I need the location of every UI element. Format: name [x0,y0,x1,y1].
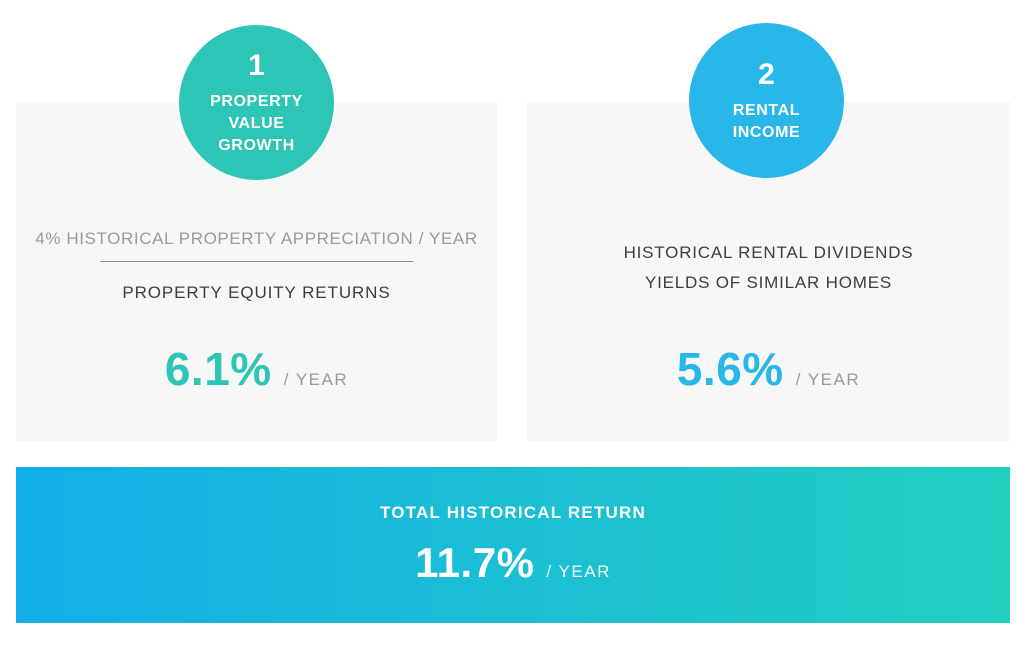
appreciation-note: 4% HISTORICAL PROPERTY APPRECIATION / YE… [35,229,478,248]
step-1-label-line-2: VALUE [228,114,285,132]
total-return-rate-unit: / YEAR [546,562,611,581]
property-equity-returns-label: PROPERTY EQUITY RETURNS [122,283,391,302]
rental-rate-value: 5.6% [676,343,784,395]
equity-rate: 6.1% / YEAR [16,342,497,396]
step-2-label-line-1: RENTAL [732,101,801,119]
total-return-title: TOTAL HISTORICAL RETURN [380,503,646,522]
divider [100,261,413,262]
total-return-rate: 11.7% / YEAR [415,539,611,587]
rental-description-line-2: YIELDS OF SIMILAR HOMES [644,273,892,292]
total-return-banner: TOTAL HISTORICAL RETURN 11.7% / YEAR [16,467,1010,623]
step-2-number: 2 [758,57,775,91]
rental-dividends-description: HISTORICAL RENTAL DIVIDENDS YIELDS OF SI… [527,238,1010,298]
step-2-label-line-2: INCOME [732,123,801,141]
rental-rate: 5.6% / YEAR [527,342,1010,396]
step-1-label: PROPERTY VALUE GROWTH [210,91,303,157]
rental-description-line-1: HISTORICAL RENTAL DIVIDENDS [623,243,914,262]
step-1-badge: 1 PROPERTY VALUE GROWTH [179,25,334,180]
rental-rate-unit: / YEAR [795,370,861,389]
equity-rate-unit: / YEAR [283,370,349,389]
step-1-number: 1 [248,48,265,82]
step-2-label: RENTAL INCOME [733,100,801,144]
total-return-rate-value: 11.7% [415,539,535,586]
step-1-label-line-1: PROPERTY [210,92,303,110]
step-1-label-line-3: GROWTH [218,136,295,154]
step-2-badge: 2 RENTAL INCOME [689,23,844,178]
equity-rate-value: 6.1% [164,343,272,395]
